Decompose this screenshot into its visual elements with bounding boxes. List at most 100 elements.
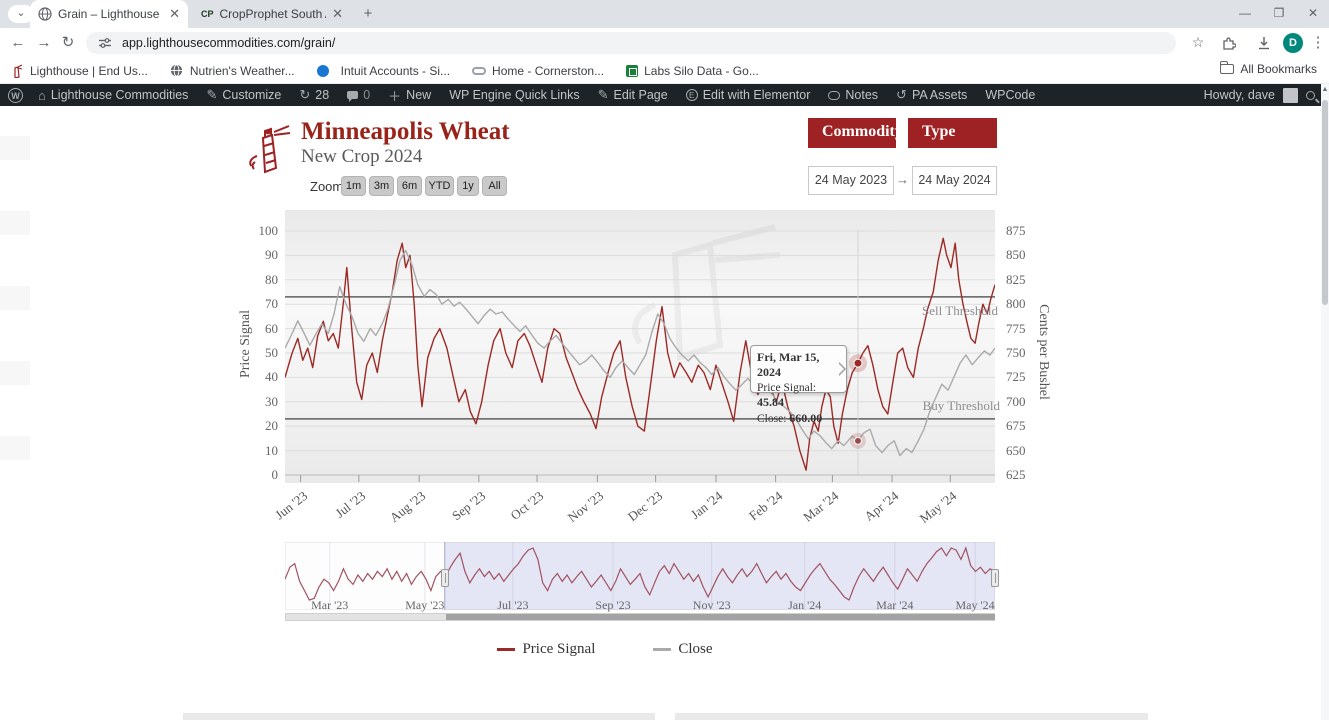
bottom-panel-left: [183, 713, 655, 720]
navigator-axis-label: Jan '24: [788, 598, 822, 612]
reload-button[interactable]: ↻: [61, 34, 75, 51]
left-axis-tick: 40: [265, 369, 278, 385]
download-icon[interactable]: [1252, 31, 1276, 55]
bookmark-labs-silo[interactable]: Labs Silo Data - Go...: [626, 64, 759, 78]
forward-button[interactable]: →: [36, 34, 52, 51]
profile-avatar[interactable]: D: [1283, 33, 1303, 53]
scrollbar-up-arrow[interactable]: ▲: [1321, 86, 1329, 93]
right-axis-tick: 725: [1006, 369, 1026, 385]
search-icon[interactable]: [1306, 90, 1315, 100]
left-axis-tick: 90: [265, 247, 278, 263]
tab-close-icon[interactable]: ✕: [169, 6, 180, 21]
price-chart-plot-area[interactable]: [284, 210, 996, 483]
zoom-3m-button[interactable]: 3m: [369, 176, 394, 196]
window-restore-button[interactable]: ❐: [1273, 6, 1285, 20]
bookmark-lighthouse[interactable]: Lighthouse | End Us...: [10, 64, 148, 79]
browser-toolbar: ← → ↻ app.lighthousecommodities.com/grai…: [0, 28, 1329, 58]
x-axis-label: May '24: [916, 488, 960, 526]
bookmark-cornerstone[interactable]: Home - Cornerston...: [472, 64, 604, 78]
price-signal-swatch: [497, 648, 516, 651]
x-axis-label: Jul '23: [332, 488, 369, 521]
admin-pa-assets[interactable]: ↺ PA Assets: [896, 87, 968, 102]
wp-admin-bar: W ⌂ Lighthouse Commodities ✎ Customize ↻…: [0, 84, 1329, 106]
admin-comments[interactable]: 0: [338, 84, 379, 106]
browser-tab-active[interactable]: Grain – Lighthouse Commoditi ✕: [30, 0, 188, 28]
legend-price-signal[interactable]: Price Signal: [497, 641, 595, 658]
legend-close[interactable]: Close: [653, 641, 713, 658]
admin-wp-engine[interactable]: WP Engine Quick Links: [449, 88, 580, 102]
navigator-axis-label: Jul '23: [497, 598, 529, 612]
lighthouse-favicon: [10, 64, 24, 79]
navigator-left-handle[interactable]: [441, 569, 449, 587]
type-button[interactable]: Type: [908, 118, 997, 148]
bookmark-nutrien[interactable]: Nutrien's Weather...: [170, 64, 295, 78]
tab-close-icon[interactable]: ✕: [332, 6, 343, 21]
close-swatch: [653, 648, 672, 651]
elementor-icon: E: [685, 89, 698, 101]
zoom-6m-button[interactable]: 6m: [397, 176, 422, 196]
commodity-button[interactable]: Commodity: [808, 118, 903, 148]
navigator-scrollbar-thumb[interactable]: [446, 614, 995, 620]
series-close: [284, 249, 996, 457]
chart-navigator[interactable]: [284, 541, 996, 611]
left-axis-tick: 80: [265, 271, 278, 287]
admin-elementor[interactable]: E Edit with Elementor: [677, 84, 820, 106]
page-scrollbar[interactable]: [1321, 84, 1329, 720]
page-scrollbar-thumb[interactable]: [1322, 100, 1328, 305]
intuit-favicon: [316, 64, 329, 77]
admin-notes[interactable]: Notes: [819, 84, 887, 106]
zoom-all-button[interactable]: All: [482, 176, 507, 196]
zoom-label: Zoom: [310, 179, 344, 194]
home-icon: ⌂: [38, 87, 46, 103]
window-minimize-button[interactable]: —: [1239, 6, 1251, 20]
tooltip-date: Fri, Mar 15, 2024: [757, 350, 820, 380]
admin-wpcode[interactable]: WPCode: [985, 88, 1036, 102]
wordpress-logo-icon[interactable]: W: [8, 87, 23, 103]
site-info-icon[interactable]: [98, 36, 112, 50]
navigator-axis-label: Mar '23: [311, 598, 349, 612]
tab-search-button[interactable]: ⌄: [8, 5, 34, 23]
bookmark-star-icon[interactable]: ☆: [1191, 34, 1205, 50]
left-axis-tick: 0: [271, 467, 279, 482]
tooltip-arrow: [838, 362, 853, 376]
new-tab-button[interactable]: +: [363, 5, 373, 22]
date-to-input[interactable]: 24 May 2024: [912, 166, 997, 195]
navigator-axis-label: Nov '23: [692, 598, 731, 612]
window-close-button[interactable]: ✕: [1307, 6, 1319, 20]
admin-site-name[interactable]: ⌂ Lighthouse Commodities: [38, 87, 189, 103]
admin-customize[interactable]: ✎ Customize: [206, 87, 282, 102]
back-button[interactable]: ←: [10, 34, 26, 51]
address-bar[interactable]: app.lighthousecommodities.com/grain/: [86, 32, 1176, 54]
right-axis-tick: 700: [1006, 393, 1026, 409]
admin-updates[interactable]: ↻ 28: [299, 87, 330, 102]
user-avatar[interactable]: [1283, 87, 1298, 103]
navigator-scrollbar[interactable]: [285, 613, 995, 621]
browser-menu-icon[interactable]: ⋮: [1310, 34, 1326, 51]
right-axis-tick: 650: [1006, 442, 1026, 458]
zoom-1y-button[interactable]: 1y: [457, 176, 479, 196]
browser-tab-inactive[interactable]: CP CropProphet South America Cr ✕: [193, 0, 351, 28]
left-axis-tick: 10: [265, 442, 278, 458]
page-title: Minneapolis Wheat: [301, 118, 510, 145]
navigator-axis-label: Sep '23: [595, 598, 631, 612]
chart-legend: Price Signal Close: [285, 641, 925, 658]
navigator-series: [284, 546, 996, 601]
zoom-1m-button[interactable]: 1m: [341, 176, 366, 196]
all-bookmarks-button[interactable]: All Bookmarks: [1220, 61, 1317, 76]
url-text[interactable]: app.lighthousecommodities.com/grain/: [122, 36, 336, 50]
side-widget-placeholder: [0, 286, 30, 310]
globe-icon: [38, 7, 52, 21]
update-icon: ↻: [299, 87, 311, 102]
howdy-label[interactable]: Howdy, dave: [1203, 88, 1275, 102]
zoom-ytd-button[interactable]: YTD: [425, 176, 454, 196]
navigator-right-handle[interactable]: [991, 569, 999, 587]
globe-icon: [170, 63, 184, 78]
chart-tooltip: Fri, Mar 15, 2024 Price Signal: 45.84 Cl…: [750, 345, 847, 425]
bookmark-intuit[interactable]: Intuit Accounts - Si...: [316, 64, 450, 78]
refresh-circle-icon: ↺: [896, 87, 907, 102]
extensions-icon[interactable]: [1217, 31, 1241, 55]
side-widget-placeholder: [0, 361, 30, 385]
date-from-input[interactable]: 24 May 2023: [808, 166, 894, 195]
admin-new[interactable]: ＋ New: [379, 84, 440, 106]
admin-edit-page[interactable]: ✎ Edit Page: [597, 87, 668, 102]
